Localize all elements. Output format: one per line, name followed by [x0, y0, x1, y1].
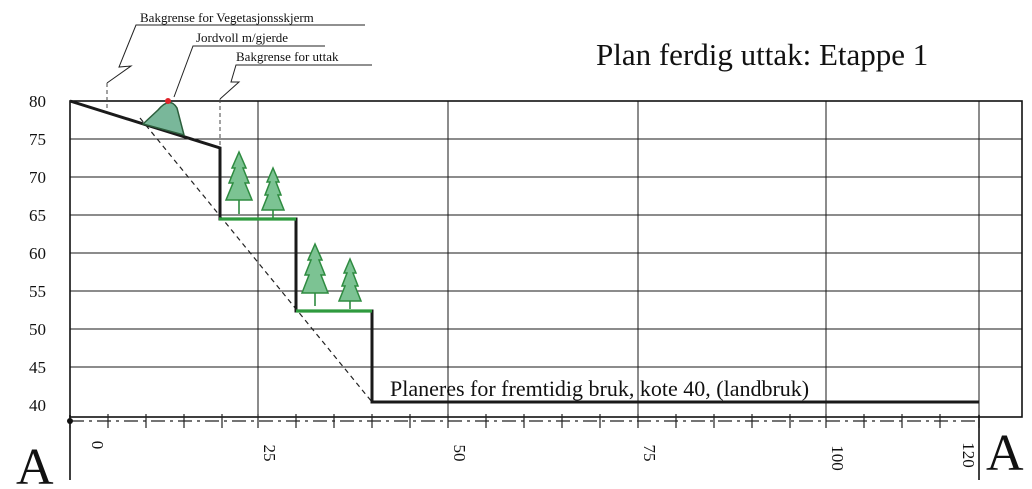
x-tick-label: 25 — [260, 445, 279, 462]
soil-berm — [141, 98, 186, 137]
callout-leaders — [106, 24, 372, 100]
tree — [337, 257, 363, 309]
y-tick-label: 65 — [29, 206, 46, 225]
y-tick-label: 70 — [29, 168, 46, 187]
x-tick-label: 120 — [959, 442, 978, 468]
tree — [260, 166, 286, 218]
callout-vegetation-limit: Bakgrense for Vegetasjonsskjerm — [140, 10, 314, 25]
y-tick-label: 45 — [29, 358, 46, 377]
x-tick-label: 100 — [828, 445, 847, 471]
section-label-left: A — [16, 439, 54, 489]
y-tick-label: 50 — [29, 320, 46, 339]
baseline — [67, 414, 980, 428]
y-tick-label: 75 — [29, 130, 46, 149]
y-axis: 80 75 70 65 60 55 50 45 40 — [29, 92, 46, 415]
fence-marker — [165, 98, 171, 104]
x-tick-label: 75 — [640, 445, 659, 462]
tree — [224, 150, 254, 214]
callout-excavation-limit: Bakgrense for uttak — [236, 49, 339, 64]
finished-profile-line — [69, 99, 979, 404]
grid — [70, 101, 1022, 417]
tree — [300, 242, 330, 306]
x-tick-label: 50 — [450, 445, 469, 462]
plot-frame — [69, 100, 1023, 418]
callout-berm: Jordvoll m/gjerde — [196, 30, 288, 45]
x-tick-label: 0 — [88, 441, 107, 450]
y-tick-label: 80 — [29, 92, 46, 111]
y-tick-label: 40 — [29, 396, 46, 415]
original-terrain-line — [139, 117, 373, 403]
diagram-title: Plan ferdig uttak: Etappe 1 — [596, 37, 928, 72]
section-label-right: A — [986, 425, 1024, 482]
land-use-annotation: Planeres for fremtidig bruk, kote 40, (l… — [390, 376, 809, 401]
y-tick-label: 60 — [29, 244, 46, 263]
x-axis: 0 25 50 75 100 120 — [88, 441, 978, 471]
y-tick-label: 55 — [29, 282, 46, 301]
